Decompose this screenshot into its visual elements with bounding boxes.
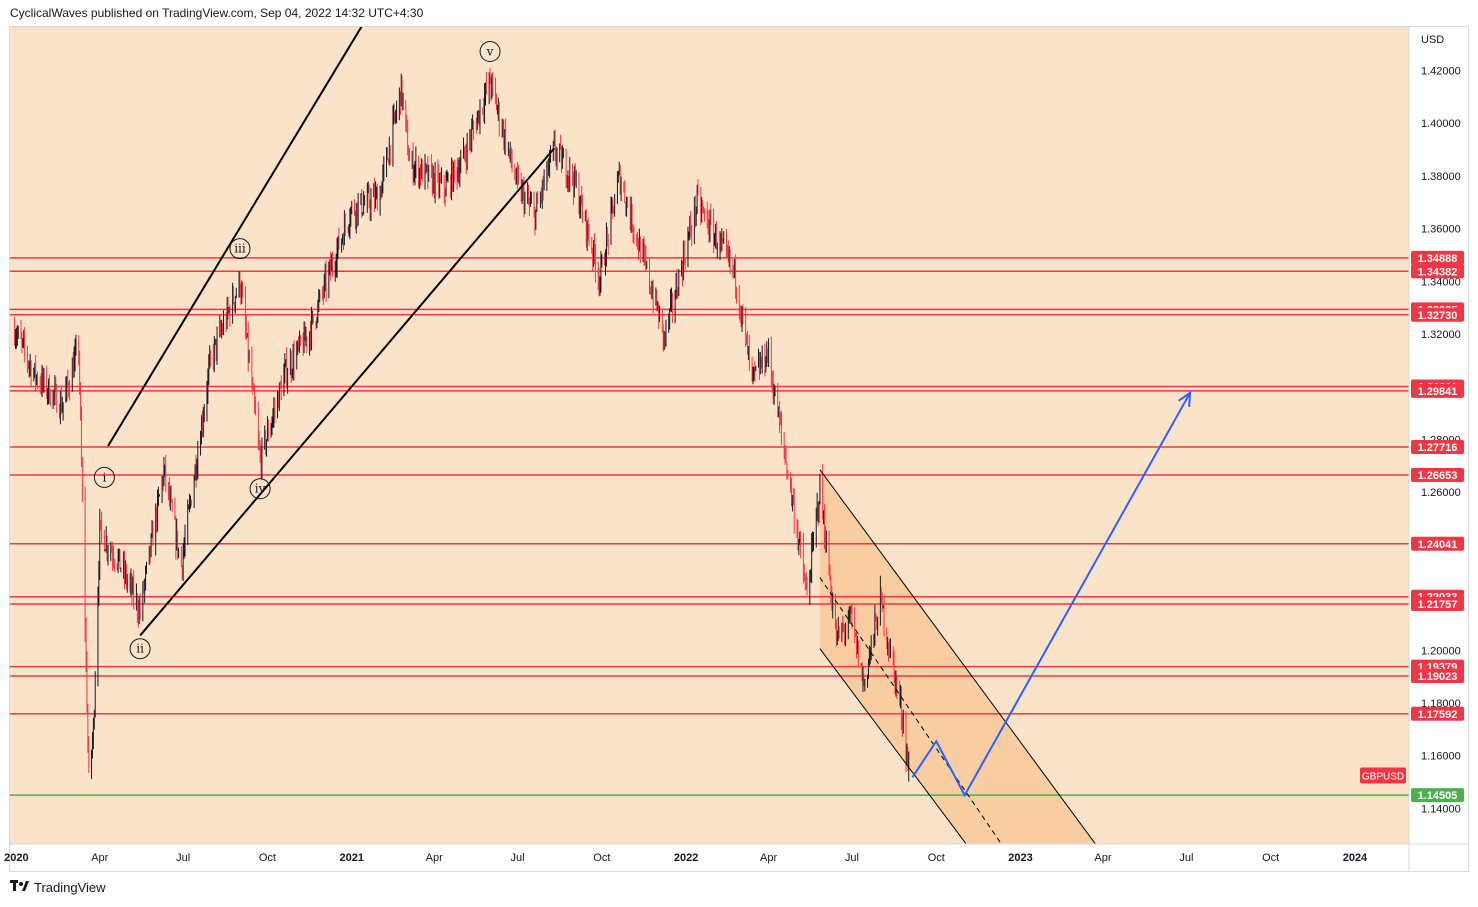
- date-tick: 2020: [4, 852, 28, 864]
- svg-text:iv: iv: [255, 482, 266, 496]
- svg-text:1.32730: 1.32730: [1418, 310, 1458, 322]
- svg-text:1.14505: 1.14505: [1418, 790, 1458, 802]
- svg-text:1.34888: 1.34888: [1418, 253, 1458, 265]
- trend-channels: [107, 0, 1099, 850]
- svg-text:1.27716: 1.27716: [1418, 442, 1458, 454]
- wave-label-i[interactable]: i: [93, 466, 115, 488]
- wave-label-ii[interactable]: ii: [129, 638, 151, 660]
- price-tick: 1.38000: [1421, 171, 1461, 183]
- projection-line[interactable]: [911, 392, 1191, 798]
- price-tick: 1.14000: [1421, 803, 1461, 815]
- date-tick: Jul: [1179, 852, 1193, 864]
- publisher-caption: CyclicalWaves published on TradingView.c…: [10, 6, 424, 20]
- resistance-price-label: 1.34382: [1411, 264, 1464, 279]
- symbol-tag[interactable]: GBPUSD: [1360, 767, 1406, 784]
- down-channel-lower[interactable]: [819, 648, 970, 850]
- resistance-price-label: 1.27716: [1411, 439, 1464, 454]
- svg-text:1.19023: 1.19023: [1418, 671, 1458, 683]
- svg-text:1.21757: 1.21757: [1418, 599, 1458, 611]
- resistance-price-label: 1.34888: [1411, 250, 1464, 265]
- svg-text:1.17592: 1.17592: [1418, 709, 1458, 721]
- resistance-price-label: 1.17592: [1411, 706, 1464, 721]
- svg-text:1.24041: 1.24041: [1418, 539, 1458, 551]
- down-channel-upper[interactable]: [819, 469, 1099, 850]
- footer: TradingView: [10, 880, 106, 895]
- price-tick: 1.16000: [1421, 751, 1461, 763]
- price-tick: 1.40000: [1421, 118, 1461, 130]
- svg-text:ii: ii: [136, 642, 144, 656]
- date-tick: Jul: [845, 852, 859, 864]
- svg-text:v: v: [486, 45, 494, 59]
- date-tick: 2022: [674, 852, 698, 864]
- date-tick: 2024: [1343, 852, 1368, 864]
- price-tick: 1.20000: [1421, 645, 1461, 657]
- projection-arrowhead: [1177, 390, 1192, 407]
- resistance-price-label: 1.32730: [1411, 307, 1464, 322]
- support-price-label: 1.14505: [1411, 788, 1464, 803]
- up-channel-lower[interactable]: [139, 147, 555, 637]
- date-tick: Jul: [511, 852, 525, 864]
- wave-label-iv[interactable]: iv: [249, 478, 271, 500]
- tradingview-logo-icon[interactable]: [10, 880, 30, 895]
- price-tick: 1.26000: [1421, 487, 1461, 499]
- date-tick: Oct: [259, 852, 276, 864]
- date-tick: Jul: [176, 852, 190, 864]
- svg-text:1.29841: 1.29841: [1418, 386, 1458, 398]
- plot-area[interactable]: [10, 27, 1409, 844]
- svg-text:1.26653: 1.26653: [1418, 470, 1458, 482]
- horizontal-levels: [10, 257, 1409, 796]
- price-tick: 1.32000: [1421, 329, 1461, 341]
- svg-text:iii: iii: [234, 242, 246, 256]
- date-tick: Apr: [760, 852, 777, 864]
- date-tick: Apr: [1094, 852, 1111, 864]
- projection-path: [911, 390, 1192, 798]
- wave-label-v[interactable]: v: [479, 41, 501, 63]
- price-tick: 1.36000: [1421, 224, 1461, 236]
- price-tick: 1.42000: [1421, 65, 1461, 77]
- price-labels: 1.348881.343821.329351.327301.300111.298…: [1360, 250, 1464, 803]
- time-axis[interactable]: 2020 Apr Jul Oct 2021 Apr Jul Oct 2022 Apr Jul Oct 2…: [4, 852, 1368, 864]
- resistance-price-label: 1.24041: [1411, 536, 1464, 551]
- down-channel-mid[interactable]: [819, 577, 1005, 850]
- price-tick: 1.34000: [1421, 276, 1461, 288]
- date-tick: Apr: [91, 852, 108, 864]
- resistance-price-label: 1.19023: [1411, 669, 1464, 684]
- date-tick: 2023: [1008, 852, 1032, 864]
- wave-label-iii[interactable]: iii: [229, 238, 251, 260]
- date-tick: Apr: [426, 852, 443, 864]
- resistance-price-label: 1.26653: [1411, 467, 1464, 482]
- currency-label: USD: [1421, 34, 1444, 46]
- date-tick: Oct: [1262, 852, 1279, 864]
- svg-text:i: i: [102, 470, 106, 484]
- up-channel-upper[interactable]: [107, 0, 388, 447]
- date-tick: 2021: [339, 852, 363, 864]
- resistance-price-label: 1.21757: [1411, 596, 1464, 611]
- footer-brand[interactable]: TradingView: [34, 880, 106, 895]
- date-tick: Oct: [593, 852, 610, 864]
- svg-text:1.34382: 1.34382: [1418, 266, 1458, 278]
- date-tick: Oct: [928, 852, 945, 864]
- svg-text:GBPUSD: GBPUSD: [1362, 771, 1404, 782]
- resistance-price-label: 1.29841: [1411, 383, 1464, 398]
